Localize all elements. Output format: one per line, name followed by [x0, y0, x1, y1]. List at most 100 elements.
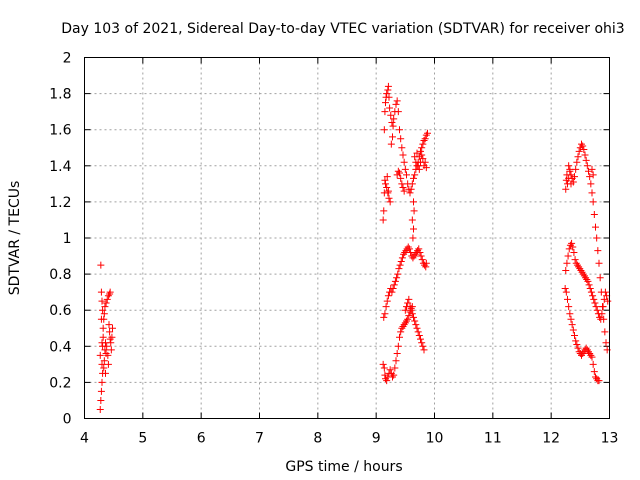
- data-point: [390, 115, 398, 123]
- data-point: [98, 360, 106, 368]
- data-point: [595, 259, 603, 267]
- data-point: [564, 252, 572, 260]
- data-point: [402, 247, 410, 255]
- data-point: [404, 243, 412, 251]
- data-point: [100, 310, 108, 318]
- data-point: [397, 135, 405, 143]
- data-point: [415, 245, 423, 253]
- data-point: [388, 118, 396, 126]
- data-point: [100, 364, 108, 372]
- data-point: [410, 198, 417, 206]
- data-point: [407, 248, 415, 256]
- x-tick-label: 4: [80, 431, 89, 447]
- data-point: [407, 304, 415, 312]
- data-point: [396, 333, 403, 341]
- data-point: [392, 357, 400, 365]
- data-point: [380, 126, 388, 134]
- data-point: [412, 321, 420, 329]
- data-point: [592, 303, 600, 311]
- data-point: [583, 162, 591, 170]
- data-point: [575, 263, 583, 271]
- data-point: [409, 254, 417, 262]
- data-point: [577, 266, 585, 274]
- data-point: [380, 313, 388, 321]
- data-point: [592, 223, 599, 231]
- data-point: [398, 324, 406, 332]
- data-point: [422, 164, 430, 172]
- data-point: [392, 100, 400, 108]
- data-point: [583, 346, 591, 354]
- x-tick-label: 9: [372, 431, 381, 447]
- data-point: [380, 207, 388, 215]
- x-tick-labels: 4 5 6 7 8 9 10 11 12 13: [80, 431, 618, 447]
- data-point: [397, 328, 405, 336]
- data-point: [420, 137, 428, 145]
- data-point: [599, 303, 607, 311]
- data-point: [404, 315, 412, 323]
- data-point: [571, 331, 578, 339]
- data-point: [408, 180, 416, 188]
- data-point: [383, 377, 391, 385]
- data-point: [409, 234, 417, 242]
- y-tick-label: 1.2: [49, 195, 71, 211]
- data-point: [601, 288, 609, 296]
- data-point: [96, 351, 104, 359]
- data-point: [406, 308, 414, 316]
- data-point: [379, 360, 387, 368]
- data-point: [585, 167, 592, 175]
- y-tick-label: 0.6: [49, 303, 71, 319]
- data-point: [397, 174, 405, 182]
- data-point: [396, 169, 403, 177]
- y-tick-label: 0.8: [49, 267, 71, 283]
- data-point: [382, 99, 389, 107]
- data-point: [400, 321, 408, 329]
- data-point: [424, 129, 431, 137]
- data-point: [391, 364, 399, 372]
- data-point: [593, 234, 601, 242]
- series-cluster-9h-lower: [379, 303, 416, 385]
- data-point: [98, 378, 106, 386]
- data-point: [408, 303, 416, 311]
- data-point: [585, 348, 592, 356]
- data-point: [384, 86, 392, 94]
- data-point: [398, 180, 406, 188]
- data-point: [403, 317, 410, 325]
- data-point: [106, 328, 114, 336]
- data-point: [574, 153, 582, 161]
- data-point: [565, 162, 573, 170]
- data-point: [590, 368, 598, 376]
- y-tick-label: 1.4: [49, 159, 71, 175]
- data-point: [565, 303, 573, 311]
- x-tick-label: 11: [484, 431, 502, 447]
- data-point: [411, 317, 419, 325]
- data-point: [578, 351, 585, 359]
- data-point: [396, 126, 403, 134]
- data-points: [96, 82, 612, 413]
- data-point: [589, 292, 597, 300]
- data-point: [588, 165, 596, 173]
- axis-ticks: [84, 57, 610, 419]
- data-point: [589, 198, 597, 206]
- data-point: [422, 263, 430, 271]
- y-tick-label: 0.2: [49, 375, 71, 391]
- plot-frame: [84, 57, 610, 419]
- data-point: [565, 245, 573, 253]
- data-point: [109, 324, 116, 332]
- data-point: [566, 165, 574, 173]
- x-tick-label: 7: [255, 431, 264, 447]
- data-point: [567, 180, 575, 188]
- data-point: [598, 310, 606, 318]
- data-point: [568, 321, 576, 329]
- data-point: [593, 306, 601, 314]
- data-point: [384, 189, 392, 197]
- series-cluster-12h-middle: [562, 239, 612, 323]
- data-point: [417, 252, 425, 260]
- data-point: [410, 207, 418, 215]
- x-tick-label: 12: [542, 431, 560, 447]
- data-point: [401, 306, 409, 314]
- data-point: [418, 151, 426, 159]
- data-point: [573, 158, 581, 166]
- data-point: [421, 158, 429, 166]
- data-point: [396, 261, 404, 269]
- data-point: [406, 189, 414, 197]
